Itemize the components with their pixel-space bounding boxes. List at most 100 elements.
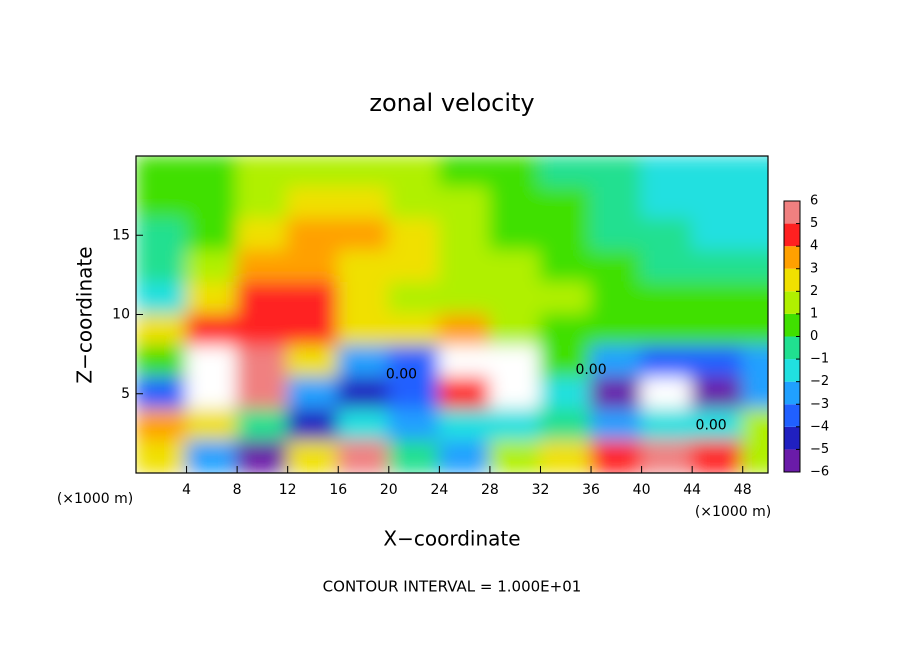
- field-cell: [337, 440, 390, 473]
- field-cell: [640, 218, 694, 253]
- field-cell: [488, 345, 542, 379]
- field-cell: [337, 250, 390, 284]
- colorbar-label: 6: [810, 194, 818, 209]
- colorbar-label: −5: [810, 442, 829, 457]
- field-cell: [337, 345, 390, 379]
- field-cell: [691, 250, 744, 284]
- field: [136, 156, 768, 473]
- contour-label: 0.00: [696, 417, 727, 433]
- field-cell: [438, 408, 491, 443]
- field-cell: [640, 281, 694, 316]
- field-cell: [337, 408, 390, 443]
- y-tick-label: 10: [112, 307, 130, 323]
- field-cell: [136, 376, 188, 411]
- field-cell: [438, 345, 491, 379]
- y-tick-label: 5: [121, 386, 130, 402]
- x-tick-label: 20: [380, 482, 398, 498]
- field-cell: [640, 250, 694, 284]
- field-cell: [236, 186, 289, 221]
- field-cell: [539, 313, 593, 348]
- x-tick-label: 24: [430, 482, 448, 498]
- field-cell: [136, 186, 188, 221]
- x-tick-label: 44: [683, 482, 701, 498]
- colorbar-label: −2: [810, 374, 829, 389]
- field-cell: [590, 345, 643, 379]
- y-tick-label: 15: [112, 227, 130, 243]
- field-cell: [185, 281, 239, 316]
- field-cell: [136, 440, 188, 473]
- field-cell: [640, 186, 694, 221]
- field-cell: [387, 440, 441, 473]
- field-cell: [539, 218, 593, 253]
- chart-title: zonal velocity: [369, 89, 534, 117]
- field-cell: [741, 186, 768, 221]
- field-cell: [286, 218, 340, 253]
- field-cell: [438, 313, 491, 348]
- field-cell: [691, 376, 744, 411]
- field-cell: [741, 376, 768, 411]
- field-cell: [438, 440, 491, 473]
- colorbar-swatch: [784, 291, 800, 314]
- field-cell: [741, 281, 768, 316]
- field-cell: [539, 186, 593, 221]
- field-cell: [337, 156, 390, 189]
- colorbar-swatch: [784, 246, 800, 269]
- x-tick-label: 36: [582, 482, 600, 498]
- field-cell: [438, 186, 491, 221]
- y-axis-label: Z−coordinate: [73, 246, 97, 383]
- field-cell: [387, 408, 441, 443]
- field-cell: [185, 250, 239, 284]
- colorbar-label: 5: [810, 216, 818, 231]
- field-cell: [488, 218, 542, 253]
- field-cell: [539, 376, 593, 411]
- field-cell: [185, 186, 239, 221]
- x-axis-label: X−coordinate: [383, 527, 520, 551]
- field-cell: [640, 156, 694, 189]
- field-cell: [488, 250, 542, 284]
- field-cell: [691, 186, 744, 221]
- field-cell: [488, 440, 542, 473]
- field-cell: [640, 313, 694, 348]
- x-tick-label: 40: [633, 482, 651, 498]
- field-cell: [236, 218, 289, 253]
- field-cell: [387, 313, 441, 348]
- field-cell: [590, 186, 643, 221]
- field-cell: [286, 250, 340, 284]
- field-cell: [640, 408, 694, 443]
- colorbar-label: −1: [810, 352, 829, 367]
- colorbar-swatch: [784, 426, 800, 450]
- field-cell: [236, 156, 289, 189]
- field-cell: [185, 156, 239, 189]
- field-cell: [488, 186, 542, 221]
- field-cell: [185, 218, 239, 253]
- field-cell: [236, 376, 289, 411]
- field-cell: [590, 376, 643, 411]
- field-cell: [337, 186, 390, 221]
- field-cell: [640, 440, 694, 473]
- x-tick-label: 28: [481, 482, 499, 498]
- field-cell: [236, 313, 289, 348]
- field-cell: [741, 156, 768, 189]
- field-cell: [337, 313, 390, 348]
- field-cell: [590, 313, 643, 348]
- colorbar-swatch: [784, 223, 800, 247]
- field-cell: [741, 408, 768, 443]
- field-cell: [337, 376, 390, 411]
- x-tick-label: 48: [734, 482, 752, 498]
- field-cell: [387, 281, 441, 316]
- field-cell: [539, 156, 593, 189]
- field-cell: [438, 376, 491, 411]
- colorbar-swatch: [784, 449, 800, 472]
- field-cell: [387, 345, 441, 379]
- field-cell: [741, 440, 768, 473]
- colorbar-swatch: [784, 336, 800, 360]
- field-cell: [236, 281, 289, 316]
- colorbar-swatch: [784, 381, 800, 405]
- field-cell: [741, 218, 768, 253]
- field-cell: [286, 281, 340, 316]
- field-cell: [539, 440, 593, 473]
- field-cell: [387, 376, 441, 411]
- footer-note: CONTOUR INTERVAL = 1.000E+01: [323, 578, 582, 596]
- field-cell: [590, 408, 643, 443]
